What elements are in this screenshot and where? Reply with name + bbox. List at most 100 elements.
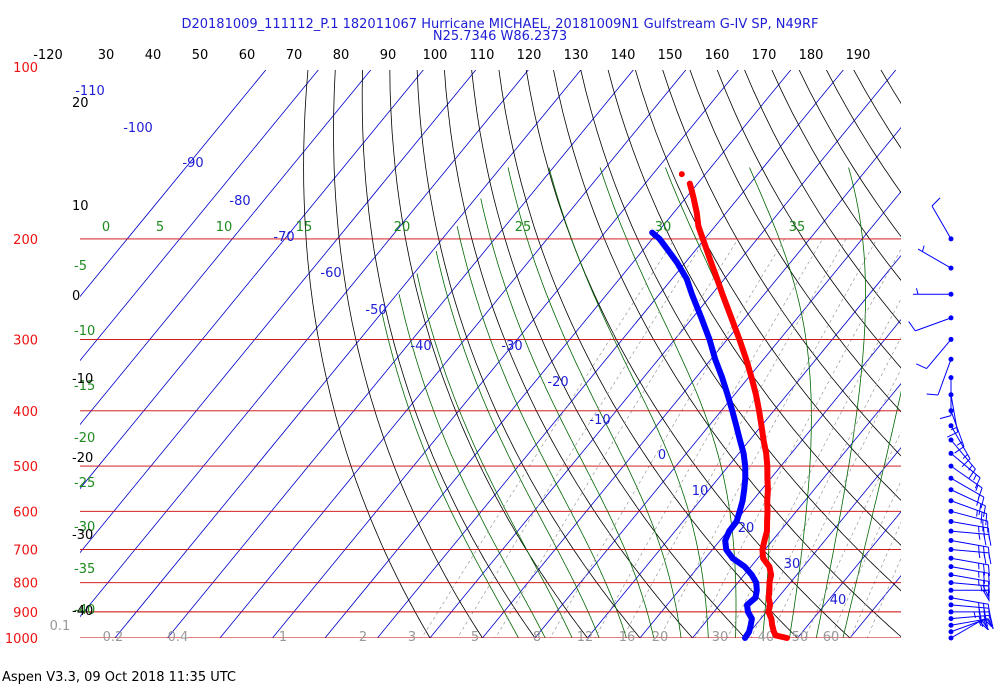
isotherm-line: [534, 190, 901, 638]
wind-barb-feather: [987, 547, 990, 559]
wind-barb-feather: [978, 602, 981, 614]
isotherm-label: -50: [365, 303, 386, 318]
wind-barb-staff: [950, 477, 985, 498]
wind-barb-staff: [915, 317, 952, 332]
dry-adiabat-line: [934, 67, 1000, 650]
wind-barb-half-feather: [980, 585, 983, 592]
top-axis-label: 190: [846, 48, 871, 63]
wind-barb-feather: [980, 497, 985, 509]
wind-barb: [948, 555, 990, 577]
wind-barb-staff: [950, 540, 989, 548]
theta-e-label: 5: [156, 220, 164, 235]
pressure-tick-label: 700: [13, 544, 38, 559]
isotherm-line: [376, 70, 844, 638]
wind-barb: [948, 595, 990, 616]
wind-barb-staff: [926, 339, 952, 369]
mixing-ratio-line: [594, 238, 823, 638]
wind-barb-half-feather: [962, 454, 968, 460]
dry-adiabat-label: -20: [72, 451, 93, 466]
isotherm-label: -40: [410, 339, 431, 354]
wind-barb-staff: [950, 618, 989, 626]
dry-adiabat-label: 20: [72, 96, 89, 111]
theta-e-label: 15: [296, 220, 313, 235]
top-axis-label: 80: [333, 48, 350, 63]
isotherm-line: [80, 70, 529, 618]
wind-barb: [931, 197, 954, 242]
dry-adiabat-line: [416, 70, 641, 638]
dry-adiabat-line: [471, 70, 746, 638]
wind-barb-staff: [917, 248, 952, 269]
isotherm-line: [586, 255, 901, 638]
moist-adiabat-line: [416, 273, 573, 638]
wind-barb-half-feather: [968, 464, 973, 471]
mixing-ratio-line: [456, 238, 706, 638]
dry-adiabat-line: [389, 70, 589, 638]
wind-barb: [908, 315, 954, 332]
dry-adiabat-line: [303, 70, 431, 638]
mixing-ratio-label: 50: [792, 630, 809, 645]
wind-barb: [948, 423, 971, 468]
theta-e-label: 25: [515, 220, 532, 235]
wind-barb: [948, 580, 990, 598]
moist-adiabat-label: -5: [74, 259, 87, 274]
wind-barb-feather: [977, 487, 983, 499]
pressure-tick-label: 900: [13, 606, 38, 621]
wind-barb-staff: [950, 557, 989, 566]
dry-adiabat-line: [798, 70, 901, 238]
wind-barb-feather: [987, 528, 990, 540]
mixing-ratio-label: 0.4: [168, 630, 189, 645]
mixing-ratio-label: 16: [619, 630, 636, 645]
wind-barb-staff: [950, 394, 959, 433]
wind-barb-staff: [950, 489, 986, 507]
wind-barb: [939, 375, 954, 420]
wind-barb: [926, 356, 954, 396]
isotherm-line: [744, 447, 901, 638]
wind-barb-feather: [987, 564, 990, 577]
isotherm-line: [429, 70, 897, 638]
wind-barb: [948, 518, 990, 540]
wind-barb-feather: [987, 573, 990, 585]
isotherm-line: [166, 70, 634, 638]
moist-adiabat-label: -15: [74, 379, 95, 394]
wind-barb-pennant: [982, 584, 990, 598]
isotherm-line: [80, 70, 424, 490]
mixing-ratio-label: 0.1: [50, 619, 71, 634]
wind-barb-feather: [961, 458, 971, 468]
dry-adiabat-label: 10: [72, 199, 89, 214]
wind-barb-feather: [926, 393, 939, 396]
top-axis-label: 120: [517, 48, 542, 63]
wind-barb-feather: [987, 581, 990, 593]
isotherm-label: -10: [589, 413, 610, 428]
wind-barb-feather: [983, 619, 989, 631]
mixing-ratio-line: [694, 248, 901, 638]
wind-barb-staff: [950, 520, 989, 529]
mixing-ratio-label: 20: [652, 630, 669, 645]
isotherm-label: -100: [123, 121, 153, 136]
wind-barb: [948, 614, 994, 628]
dry-adiabat-line: [662, 70, 901, 457]
wind-barb-feather: [987, 618, 994, 630]
isotherm-label: -90: [182, 156, 203, 171]
theta-e-label: 20: [394, 220, 411, 235]
moist-adiabat-line: [548, 167, 709, 638]
isotherm-line: [114, 70, 582, 638]
moist-adiabat-line: [456, 226, 627, 638]
theta-e-label: 10: [216, 220, 233, 235]
isotherm-line: [80, 70, 372, 426]
wind-barb-feather: [983, 505, 986, 518]
isotherm-label: -30: [501, 339, 522, 354]
moist-adiabat-label: -35: [74, 562, 95, 577]
dry-adiabat-line: [744, 70, 901, 325]
wind-barb: [913, 288, 954, 297]
isotherm-line: [936, 41, 1000, 662]
top-axis-label: 130: [564, 48, 589, 63]
isotherm-line: [80, 70, 319, 362]
wind-barb-staff: [931, 205, 952, 240]
wind-barb-feather: [983, 615, 989, 627]
wind-barb-feather: [983, 580, 986, 592]
wind-barbs: [908, 197, 994, 641]
wind-barb-half-feather: [975, 484, 979, 491]
wind-barb-feather: [988, 615, 994, 627]
